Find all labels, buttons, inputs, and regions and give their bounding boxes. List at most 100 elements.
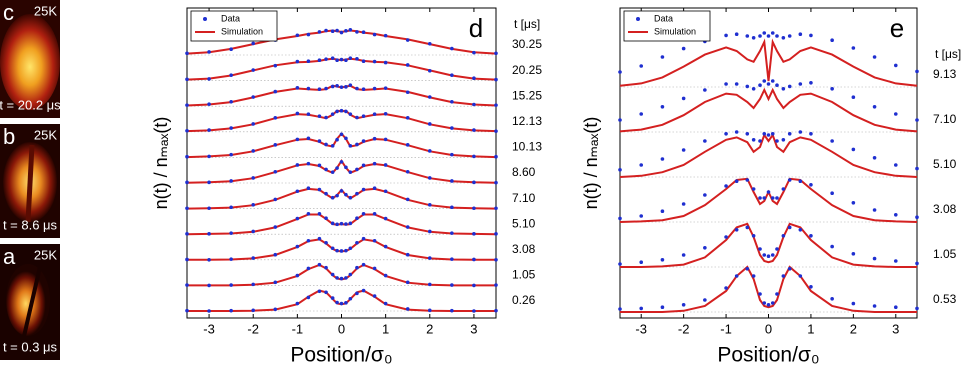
data-point [317, 236, 322, 241]
data-point [355, 291, 359, 296]
simulation-line [619, 132, 918, 178]
data-point [361, 59, 366, 64]
data-point [472, 180, 476, 185]
data-point [185, 206, 189, 211]
data-point [405, 252, 410, 257]
data-point [787, 84, 792, 89]
data-point [348, 28, 353, 32]
data-point [295, 111, 300, 116]
data-point [229, 231, 233, 235]
legend-label: Simulation [654, 26, 696, 36]
data-point [787, 225, 792, 230]
data-point [851, 46, 856, 50]
trace-label: 5.10 [512, 216, 536, 230]
data-point [639, 306, 644, 311]
data-point [348, 272, 353, 277]
data-point [775, 247, 779, 251]
data-point [339, 301, 344, 306]
data-point [405, 90, 410, 95]
data-point [872, 156, 877, 160]
image-temperature: 25K [34, 127, 57, 142]
simulation-line [186, 159, 497, 184]
data-point [339, 85, 344, 89]
data-point [348, 170, 353, 174]
data-point [229, 308, 233, 313]
legend-box [190, 10, 278, 42]
data-point [915, 306, 919, 311]
data-point [251, 95, 256, 99]
data-point [851, 147, 856, 152]
data-point [762, 253, 767, 257]
data-point [639, 64, 644, 68]
data-point [295, 33, 300, 38]
data-point [775, 196, 779, 200]
data-point [660, 55, 665, 59]
data-point [372, 212, 377, 216]
data-point [339, 57, 344, 62]
data-point [494, 258, 498, 262]
data-point [229, 73, 233, 77]
data-point [724, 132, 728, 136]
data-point [207, 258, 211, 262]
data-point [324, 290, 328, 295]
data-point [330, 296, 335, 300]
data-point [427, 256, 432, 260]
data-point [383, 273, 388, 278]
data-point [893, 305, 898, 310]
data-point [781, 36, 786, 40]
data-point [405, 116, 410, 120]
data-point [383, 60, 388, 65]
x-tick-label: 3 [892, 321, 899, 336]
data-point [872, 105, 877, 109]
data-point [405, 143, 410, 147]
data-point [306, 212, 311, 216]
y-axis-label: n(t) / nₘₐₓ(t) [151, 117, 171, 210]
data-point [724, 33, 728, 38]
data-point [472, 232, 476, 236]
data-point [450, 152, 454, 157]
data-point [758, 292, 762, 296]
data-point [787, 178, 792, 182]
data-point [758, 247, 762, 251]
trace-label: 30.25 [512, 37, 542, 51]
data-point [745, 34, 750, 38]
trace-label: 10.13 [512, 140, 542, 154]
data-point [229, 205, 233, 210]
data-point [851, 95, 856, 99]
data-point [618, 262, 622, 266]
data-point [185, 77, 189, 82]
data-point [372, 32, 377, 37]
data-point [306, 86, 311, 91]
data-point [751, 234, 756, 238]
data-point [344, 85, 348, 89]
data-point [427, 41, 432, 46]
data-point [758, 34, 762, 38]
data-point [251, 203, 256, 207]
data-point [361, 236, 366, 241]
data-point [306, 186, 311, 190]
data-point [472, 257, 476, 262]
trace-label: 3.08 [512, 242, 536, 256]
data-point [915, 261, 919, 266]
data-point [775, 83, 779, 87]
data-point [660, 305, 665, 310]
trace-label: 7.10 [512, 191, 536, 205]
data-point [427, 95, 432, 99]
data-point [830, 191, 834, 195]
data-point [185, 257, 189, 262]
data-point [372, 186, 377, 190]
data-point [348, 296, 353, 301]
data-point [830, 139, 834, 143]
data-point [207, 180, 211, 185]
data-point [775, 34, 779, 38]
data-point [330, 112, 335, 116]
data-point [207, 206, 211, 211]
data-point [734, 82, 739, 86]
data-point [330, 195, 335, 200]
simulation-line [187, 289, 496, 312]
data-point [344, 29, 348, 33]
data-point [472, 76, 476, 81]
data-point [472, 128, 476, 132]
data-point [893, 163, 898, 167]
